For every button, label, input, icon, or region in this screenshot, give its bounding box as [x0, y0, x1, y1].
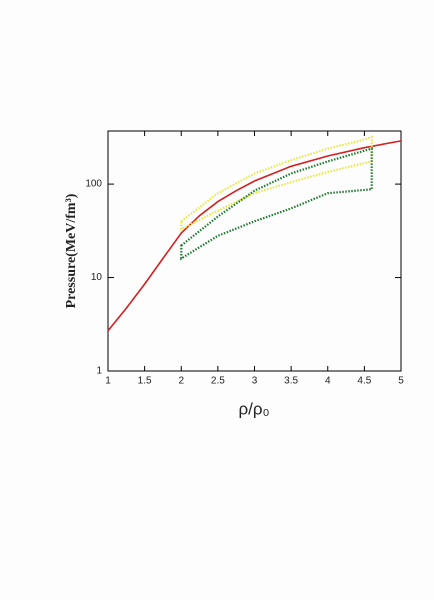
x-tick-label: 2 [178, 376, 184, 387]
x-axis-label: ρ/ρ₀ [238, 399, 269, 418]
x-tick-label: 5 [398, 376, 404, 387]
y-tick-label: 100 [85, 179, 102, 190]
y-axis-label: Pressure(MeV/fm³) [64, 193, 79, 308]
x-tick-label: 2.5 [211, 376, 225, 387]
curve [107, 140, 402, 332]
x-tick-label: 1 [105, 376, 111, 387]
x-tick-label: 1.5 [138, 376, 152, 387]
x-tick-label: 4.5 [357, 376, 371, 387]
y-tick-label: 1 [96, 366, 102, 377]
x-tick-label: 4 [325, 376, 331, 387]
y-tick-label: 10 [91, 272, 103, 283]
x-tick-label: 3 [252, 376, 258, 387]
x-tick-label: 3.5 [284, 376, 298, 387]
band-outline [180, 147, 373, 261]
